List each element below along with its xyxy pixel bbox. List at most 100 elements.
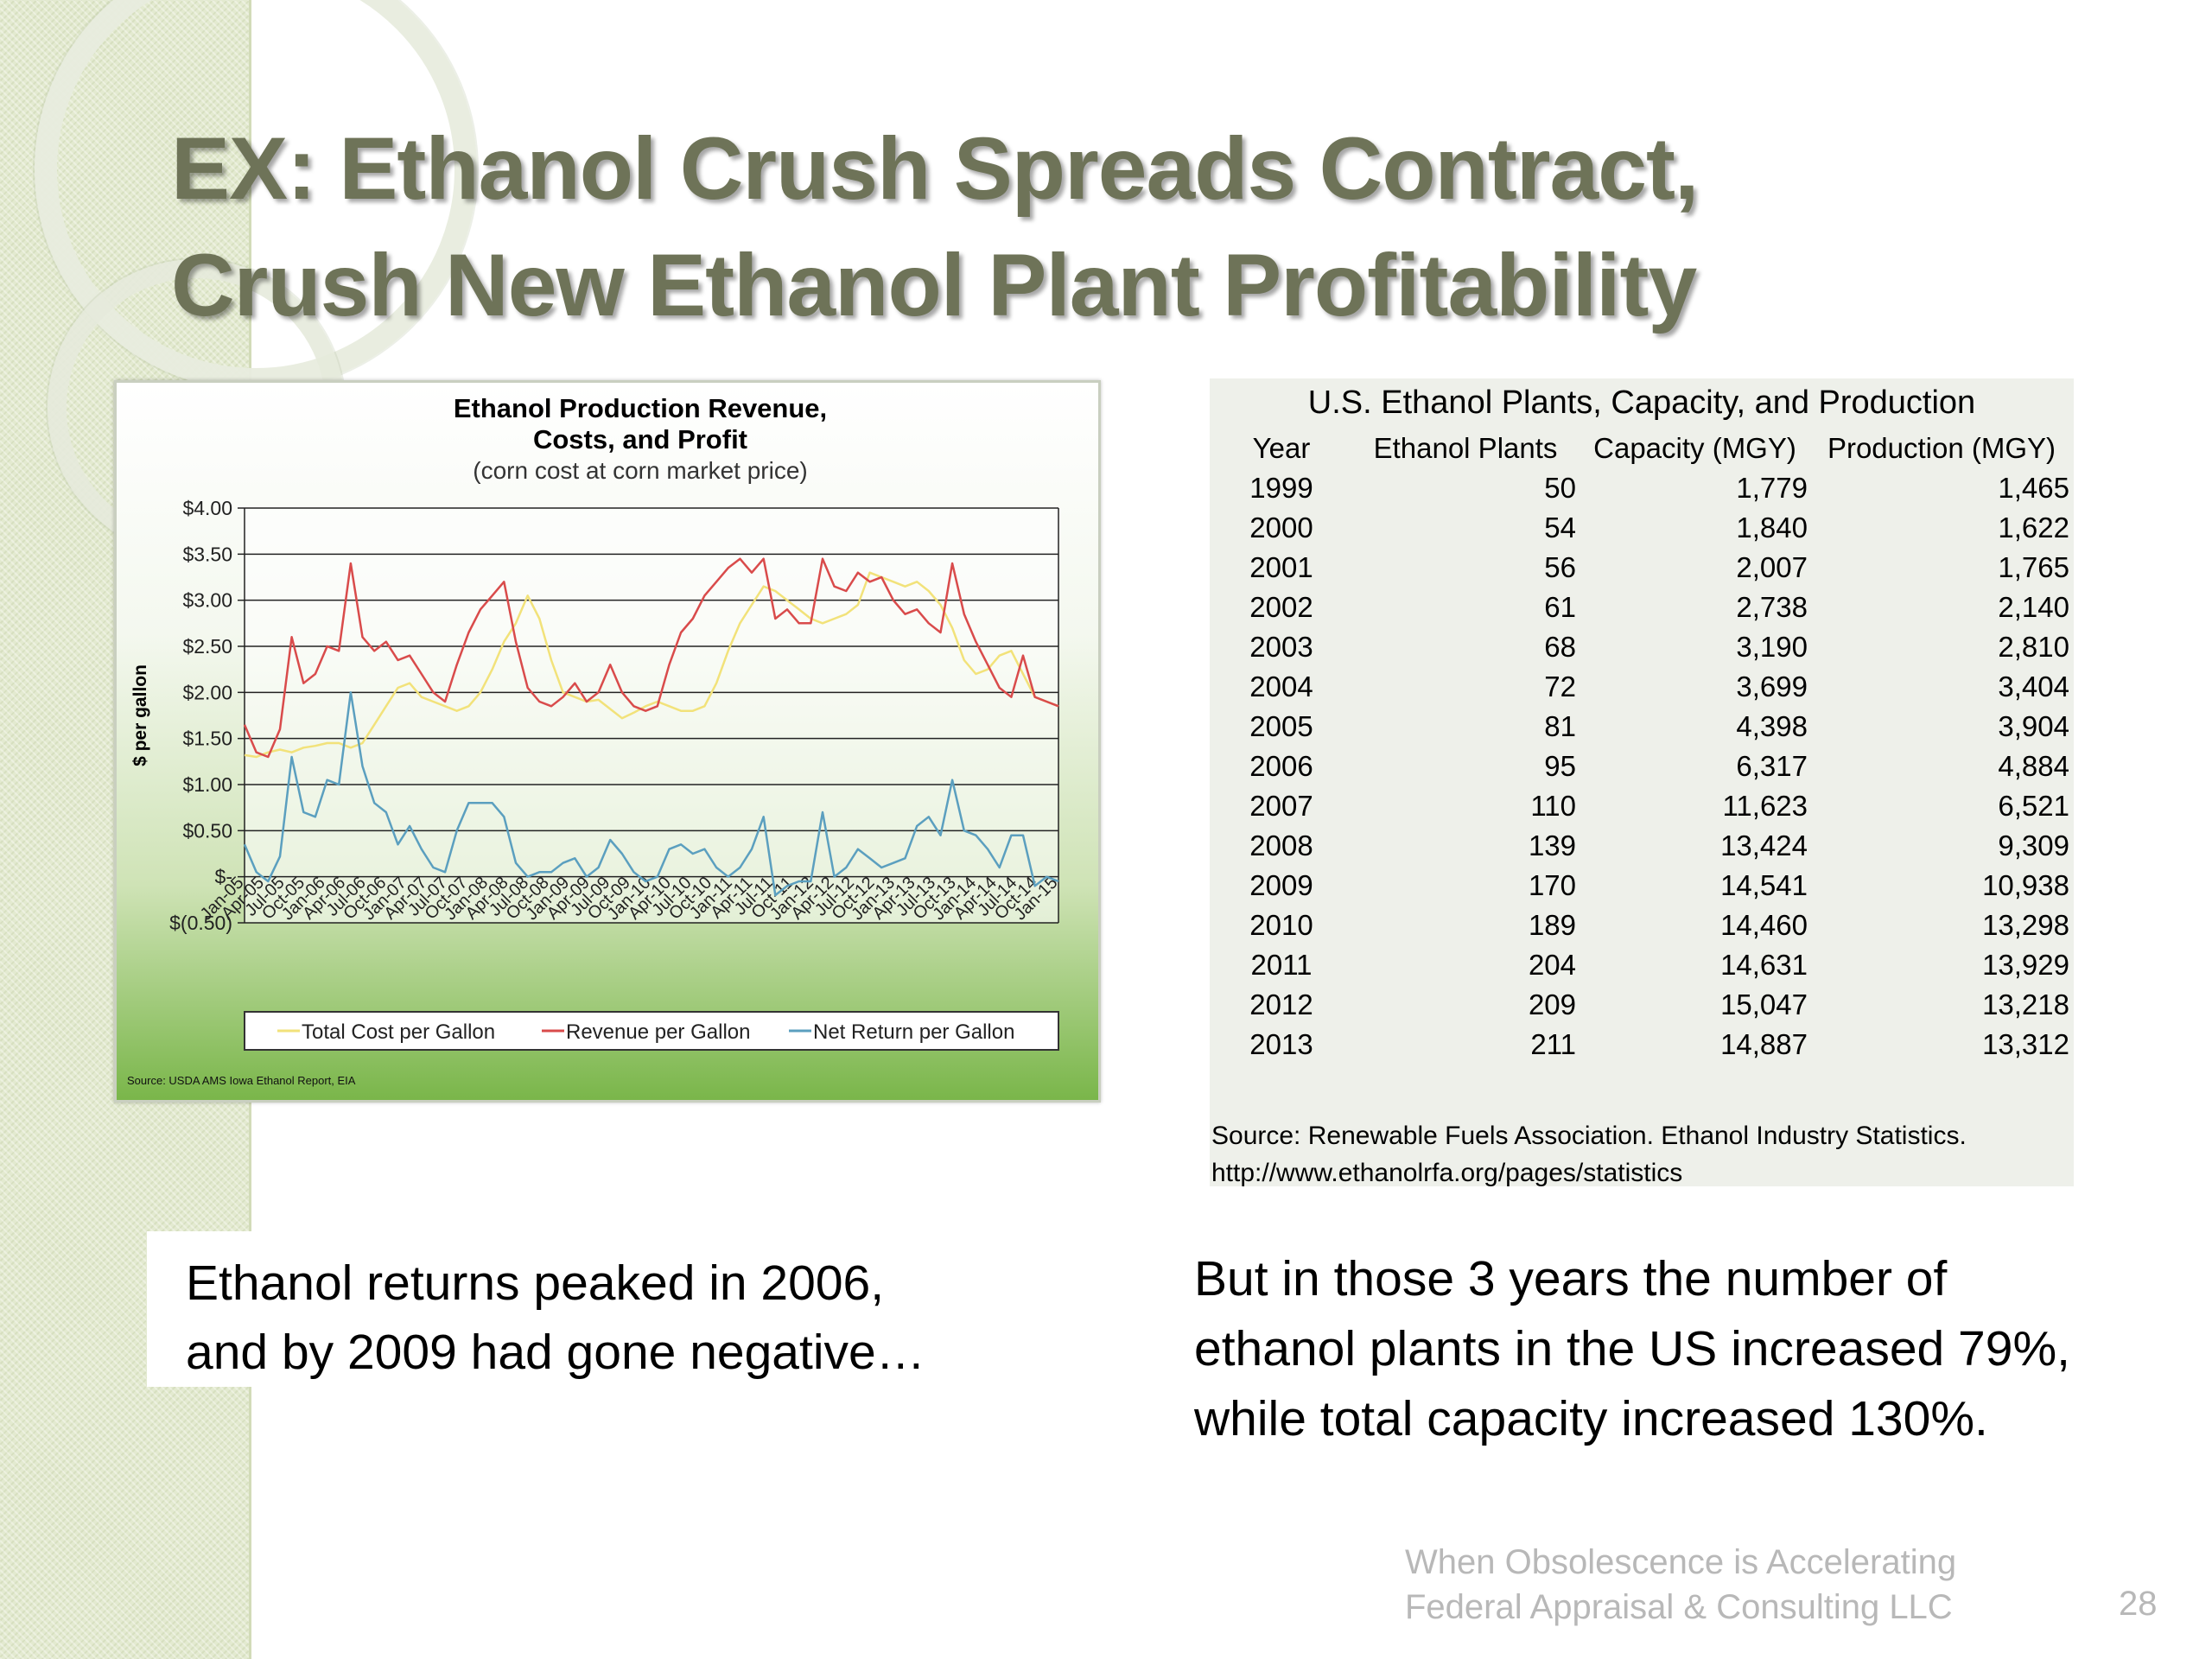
table-row: 2005 81 4,398 3,904 [1212,708,2071,745]
cell-year: 2004 [1212,668,1351,705]
cell-ethanol-plants: 56 [1353,549,1578,586]
table-row: 2012 209 15,047 13,218 [1212,986,2071,1023]
cell-ethanol-plants: 211 [1353,1026,1578,1063]
slide-title: EX: Ethanol Crush Spreads Contract, Crus… [171,111,1699,344]
cell-year: 2005 [1212,708,1351,745]
note-returns-peaked: Ethanol returns peaked in 2006, and by 2… [147,1231,976,1387]
chart-subtitle: (corn cost at corn market price) [473,457,807,484]
chart-legend-box [244,1011,1059,1051]
table-row: 2008 139 13,424 9,309 [1212,827,2071,864]
note-right-line-2: ethanol plants in the US increased 79%, [1194,1321,2070,1376]
legend-label-net-return: Net Return per Gallon [813,1020,1014,1044]
table-row: 2003 68 3,190 2,810 [1212,628,2071,665]
cell-production: 3,904 [1812,708,2071,745]
cell-production: 2,140 [1812,588,2071,626]
table-header-row: Year Ethanol Plants Capacity (MGY) Produ… [1212,429,2071,467]
chart-y-tick-label: $1.00 [182,773,232,796]
footer-line-1: When Obsolescence is Accelerating [1405,1543,1957,1581]
chart-y-tick-label: $0.50 [182,819,232,842]
cell-year: 2008 [1212,827,1351,864]
cell-capacity: 14,460 [1580,906,1809,944]
cell-ethanol-plants: 50 [1353,469,1578,506]
table-empty-row [1212,1065,2071,1084]
cell-capacity: 4,398 [1580,708,1809,745]
cell-production: 9,309 [1812,827,2071,864]
slide-title-line-2: Crush New Ethanol Plant Profitability [171,236,1697,334]
cell-year: 2007 [1212,787,1351,824]
cell-capacity: 15,047 [1580,986,1809,1023]
total-cost-line [244,571,1059,759]
cell-capacity: 14,631 [1580,946,1809,983]
cell-capacity: 1,779 [1580,469,1809,506]
table-row: 2002 61 2,738 2,140 [1212,588,2071,626]
cell-ethanol-plants: 68 [1353,628,1578,665]
table-row: 1999 50 1,779 1,465 [1212,469,2071,506]
chart-y-axis-label: $ per gallon [130,664,150,766]
cell-production: 3,404 [1812,668,2071,705]
ethanol-chart: Ethanol Production Revenue, Costs, and P… [114,380,1101,1103]
cell-year: 1999 [1212,469,1351,506]
ethanol-plants-table: Year Ethanol Plants Capacity (MGY) Produ… [1210,427,2074,1109]
revenue-line [243,557,1059,759]
table-row: 2004 72 3,699 3,404 [1212,668,2071,705]
cell-ethanol-plants: 170 [1353,867,1578,904]
cell-ethanol-plants: 61 [1353,588,1578,626]
table-source-line-1: Source: Renewable Fuels Association. Eth… [1211,1122,1967,1150]
cell-ethanol-plants: 189 [1353,906,1578,944]
slide-title-line-1: EX: Ethanol Crush Spreads Contract, [171,119,1699,218]
cell-production: 1,765 [1812,549,2071,586]
page-number: 28 [2119,1585,2158,1623]
cell-capacity: 13,424 [1580,827,1809,864]
net-return-line [243,691,1059,897]
column-header-ethanol-plants: Ethanol Plants [1353,429,1578,467]
table-row: 2000 54 1,840 1,622 [1212,509,2071,546]
empty-cell [1353,1087,1578,1106]
cell-production: 13,929 [1812,946,2071,983]
chart-axes: $(0.50) $- $0.50 $1.00 $1.50 $2.00 $2.50 $3.00 $… [169,497,1061,934]
chart-legend: Total Cost per Gallon Revenue per Gallon… [244,1011,1059,1051]
cell-capacity: 2,007 [1580,549,1809,586]
cell-year: 2006 [1212,747,1351,785]
table-row: 2006 95 6,317 4,884 [1212,747,2071,785]
empty-cell [1812,1065,2071,1084]
table-source: Source: Renewable Fuels Association. Eth… [1210,1117,2075,1192]
table-body: 1999 50 1,779 1,465 2000 54 1,840 1,622 2001 56 2,… [1212,469,2071,1106]
table-caption: U.S. Ethanol Plants, Capacity, and Produ… [1307,385,1976,421]
empty-cell [1212,1065,1351,1084]
slide-footer: When Obsolescence is Accelerating Federa… [1405,1540,1956,1630]
cell-production: 1,465 [1812,469,2071,506]
cell-capacity: 11,623 [1580,787,1809,824]
cell-capacity: 14,887 [1580,1026,1809,1063]
chart-y-tick-label: $1.50 [182,728,232,750]
chart-source: Source: USDA AMS Iowa Ethanol Report, EI… [127,1074,356,1087]
table-empty-row [1212,1087,2071,1106]
chart-plot-area [245,508,1058,923]
chart-title-line-2: Costs, and Profit [533,424,747,454]
cell-year: 2000 [1212,509,1351,546]
cell-ethanol-plants: 81 [1353,708,1578,745]
cell-year: 2003 [1212,628,1351,665]
cell-production: 13,298 [1812,906,2071,944]
empty-cell [1212,1087,1351,1106]
cell-year: 2009 [1212,867,1351,904]
cell-capacity: 2,738 [1580,588,1809,626]
cell-production: 4,884 [1812,747,2071,785]
chart-y-tick-label: $2.50 [182,635,232,658]
chart-title-line-1: Ethanol Production Revenue, [454,393,827,423]
cell-capacity: 3,190 [1580,628,1809,665]
cell-ethanol-plants: 72 [1353,668,1578,705]
note-right-line-1: But in those 3 years the number of [1194,1251,1948,1306]
cell-production: 2,810 [1812,628,2071,665]
chart-gridlines [245,507,1058,924]
chart-y-tick-label: $2.00 [182,681,232,703]
chart-y-tick-label: $3.50 [182,543,232,565]
chart-series [243,557,1059,897]
cell-production: 6,521 [1812,787,2071,824]
cell-capacity: 1,840 [1580,509,1809,546]
empty-cell [1580,1065,1809,1084]
table-row: 2011 204 14,631 13,929 [1212,946,2071,983]
cell-ethanol-plants: 209 [1353,986,1578,1023]
legend-label-revenue: Revenue per Gallon [566,1020,750,1044]
chart-y-tick-label: $(0.50) [169,912,232,934]
cell-capacity: 14,541 [1580,867,1809,904]
